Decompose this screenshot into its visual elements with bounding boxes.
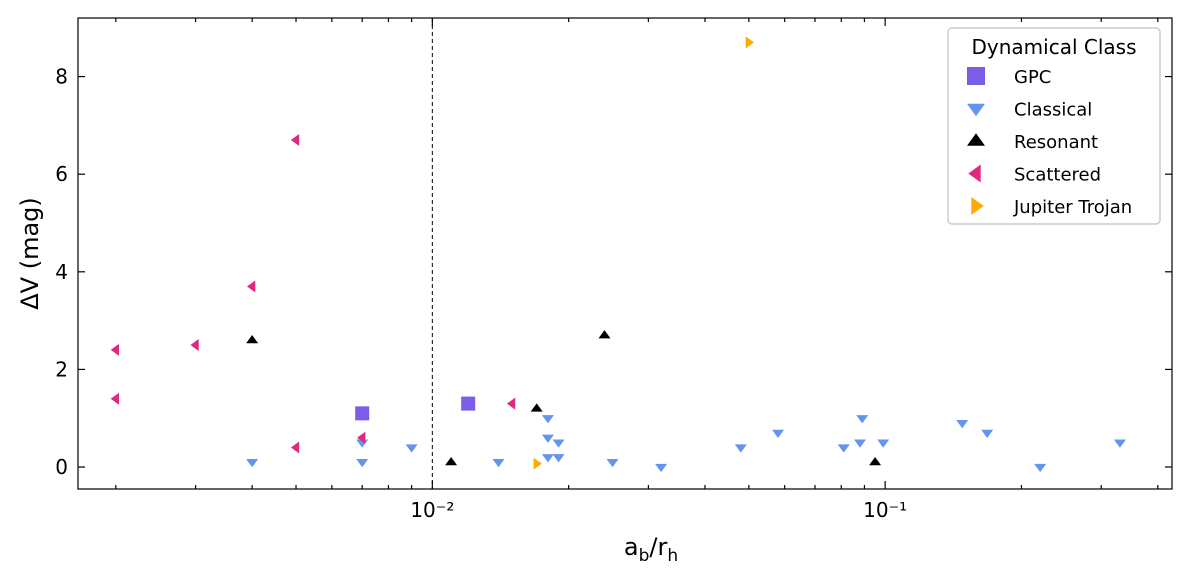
plot-marks <box>110 18 1126 489</box>
legend-label-jupiter-trojan: Jupiter Trojan <box>1013 197 1132 218</box>
point-scattered <box>110 392 119 405</box>
point-classical <box>1034 463 1047 473</box>
point-classical <box>854 439 867 448</box>
point-classical <box>772 429 785 439</box>
point-classical <box>1113 439 1126 448</box>
point-scattered <box>190 339 199 352</box>
point-classical <box>405 444 418 453</box>
point-jupiter-trojan <box>745 36 754 49</box>
point-jupiter-trojan <box>533 457 542 470</box>
point-classical <box>837 444 850 453</box>
point-resonant <box>445 457 458 466</box>
legend-title: Dynamical Class <box>972 35 1137 59</box>
point-scattered <box>357 431 366 444</box>
y-tick-label: 2 <box>55 357 68 381</box>
point-scattered <box>506 397 516 410</box>
legend-marker-gpc <box>967 67 985 85</box>
legend-marker-jupiter-trojan <box>971 197 984 215</box>
legend-label-gpc: GPC <box>1014 67 1051 88</box>
point-classical <box>552 454 565 463</box>
axis-ticks: 0 2 4 6 8 10⁻² 10⁻¹ ab/rh ΔV (mag) <box>16 18 1172 566</box>
point-resonant <box>530 403 543 412</box>
legend-label-scattered: Scattered <box>1014 165 1101 186</box>
x-tick-label: 10⁻¹ <box>863 498 907 522</box>
point-scattered <box>110 343 119 356</box>
point-classical <box>246 459 259 468</box>
point-gpc <box>461 396 476 411</box>
point-classical <box>856 415 869 424</box>
legend-label-resonant: Resonant <box>1014 132 1098 153</box>
legend-marker-resonant <box>967 133 985 146</box>
y-tick-label: 6 <box>55 162 68 186</box>
point-classical <box>541 434 554 443</box>
point-gpc <box>355 406 370 421</box>
point-resonant <box>246 335 259 344</box>
point-classical <box>492 459 505 468</box>
point-scattered <box>247 280 256 293</box>
point-classical <box>877 439 890 448</box>
legend-marker-classical <box>967 103 985 117</box>
point-scattered <box>290 134 300 147</box>
point-classical <box>541 454 554 463</box>
point-scattered <box>290 441 300 454</box>
point-resonant <box>598 330 611 339</box>
legend-marker-scattered <box>968 164 981 183</box>
point-classical <box>734 444 747 453</box>
y-tick-label: 8 <box>55 65 68 89</box>
plot-frame <box>77 17 1173 490</box>
y-tick-label: 0 <box>55 455 68 479</box>
point-classical <box>356 459 369 468</box>
x-axis-label: ab/rh <box>624 533 678 566</box>
y-tick-label: 4 <box>55 260 68 284</box>
legend-box <box>947 27 1161 225</box>
point-resonant <box>869 457 882 466</box>
point-classical <box>655 463 668 473</box>
y-axis-label: ΔV (mag) <box>16 197 44 310</box>
point-classical <box>541 415 554 424</box>
point-classical <box>606 459 619 468</box>
point-classical <box>956 419 969 429</box>
x-tick-label: 10⁻² <box>410 498 454 522</box>
legend-label-classical: Classical <box>1014 100 1092 121</box>
point-classical <box>981 429 994 439</box>
point-classical <box>552 439 565 448</box>
legend: Dynamical Class GPC Classical Resonant Scatt… <box>947 27 1161 225</box>
